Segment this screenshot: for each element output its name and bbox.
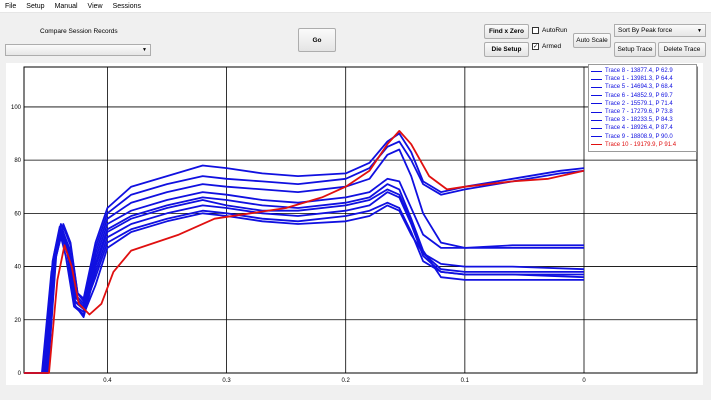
legend-label: Trace 5 - 14694.3, P 68.4	[605, 84, 673, 91]
y-tick-label: 100	[11, 105, 22, 111]
legend-swatch	[591, 127, 602, 129]
delete-trace-button[interactable]: Delete Trace	[658, 42, 706, 57]
legend-label: Trace 9 - 18808.9, P 90.0	[605, 133, 673, 140]
series-line	[24, 132, 585, 374]
force-trace-chart[interactable]: 0 20 40 60 80 100 0.4 0.3 0.2 0.1 0	[6, 63, 703, 385]
auto-scale-button[interactable]: Auto Scale	[573, 33, 611, 48]
autorun-label: AutoRun	[542, 27, 568, 34]
autorun-checkbox[interactable]: AutoRun	[532, 27, 567, 34]
menu-bar: File Setup Manual View Sessions	[0, 0, 711, 13]
trace-legend: Trace 8 - 13877.4, P 62.9 Trace 1 - 13981…	[588, 64, 697, 152]
find-x-zero-button[interactable]: Find x Zero	[484, 24, 529, 39]
legend-swatch	[591, 70, 602, 72]
legend-label: Trace 10 - 19179.9, P 91.4	[605, 141, 677, 148]
setup-trace-button[interactable]: Setup Trace	[614, 42, 656, 57]
legend-item[interactable]: Trace 3 - 18233.5, P 84.3	[591, 116, 694, 124]
sort-select[interactable]: Sort By Peak force ▼	[614, 24, 706, 37]
plot-frame	[23, 66, 698, 374]
x-tick-label: 0.4	[103, 378, 112, 384]
legend-item[interactable]: Trace 6 - 14852.9, P 69.7	[591, 92, 694, 100]
legend-item[interactable]: Trace 5 - 14694.3, P 68.4	[591, 83, 694, 91]
menu-setup[interactable]: Setup	[26, 2, 45, 10]
legend-item[interactable]: Trace 2 - 15579.1, P 71.4	[591, 100, 694, 108]
legend-swatch	[591, 86, 602, 88]
chevron-down-icon: ▼	[697, 27, 702, 34]
menu-manual[interactable]: Manual	[54, 2, 78, 10]
y-tick-label: 0	[18, 371, 22, 377]
series-line	[24, 130, 585, 374]
session-select[interactable]: ▼	[5, 44, 151, 56]
legend-swatch	[591, 119, 602, 121]
legend-label: Trace 8 - 13877.4, P 62.9	[605, 68, 673, 75]
legend-swatch	[591, 103, 602, 105]
legend-item[interactable]: Trace 4 - 18926.4, P 87.4	[591, 124, 694, 132]
legend-label: Trace 6 - 14852.9, P 69.7	[605, 92, 673, 99]
legend-item[interactable]: Trace 8 - 13877.4, P 62.9	[591, 67, 694, 75]
sort-select-value: Sort By Peak force	[618, 27, 673, 34]
x-tick-label: 0	[582, 378, 586, 384]
chevron-down-icon: ▼	[142, 47, 147, 53]
legend-item[interactable]: Trace 7 - 17279.6, P 73.8	[591, 108, 694, 116]
armed-checkbox[interactable]: ✓ Armed	[532, 43, 561, 50]
y-tick-label: 40	[14, 265, 21, 271]
legend-label: Trace 1 - 13981.3, P 64.4	[605, 76, 673, 83]
legend-swatch	[591, 136, 602, 138]
compare-session-label: Compare Session Records	[40, 28, 118, 35]
menu-view[interactable]: View	[87, 2, 103, 10]
legend-label: Trace 2 - 15579.1, P 71.4	[605, 100, 673, 107]
status-bar	[0, 387, 711, 400]
legend-item[interactable]: Trace 10 - 19179.9, P 91.4	[591, 141, 694, 149]
toolbar: Compare Session Records ▼ Go Find x Zero…	[0, 13, 711, 63]
y-tick-label: 60	[14, 211, 21, 217]
armed-label: Armed	[542, 43, 562, 50]
menu-file[interactable]: File	[5, 2, 17, 10]
y-tick-label: 20	[14, 318, 21, 324]
y-tick-label: 80	[14, 158, 21, 164]
legend-item[interactable]: Trace 9 - 18808.9, P 90.0	[591, 133, 694, 141]
series-line	[24, 148, 584, 374]
legend-swatch	[591, 144, 602, 146]
autorun-box[interactable]	[532, 27, 539, 34]
menu-sessions[interactable]: Sessions	[112, 2, 141, 10]
x-tick-label: 0.1	[461, 378, 470, 384]
legend-label: Trace 4 - 18926.4, P 87.4	[605, 125, 673, 132]
x-tick-label: 0.2	[342, 378, 351, 384]
x-tick-label: 0.3	[222, 378, 231, 384]
legend-swatch	[591, 111, 602, 113]
checkmark-icon[interactable]: ✓	[532, 43, 539, 50]
plot-area[interactable]: 0 20 40 60 80 100 0.4 0.3 0.2 0.1 0	[6, 63, 703, 385]
legend-swatch	[591, 78, 602, 80]
legend-label: Trace 7 - 17279.6, P 73.8	[605, 109, 673, 116]
die-setup-button[interactable]: Die Setup	[484, 42, 529, 57]
go-button[interactable]: Go	[298, 28, 336, 52]
legend-label: Trace 3 - 18233.5, P 84.3	[605, 117, 673, 124]
legend-swatch	[591, 95, 602, 97]
legend-item[interactable]: Trace 1 - 13981.3, P 64.4	[591, 75, 694, 83]
